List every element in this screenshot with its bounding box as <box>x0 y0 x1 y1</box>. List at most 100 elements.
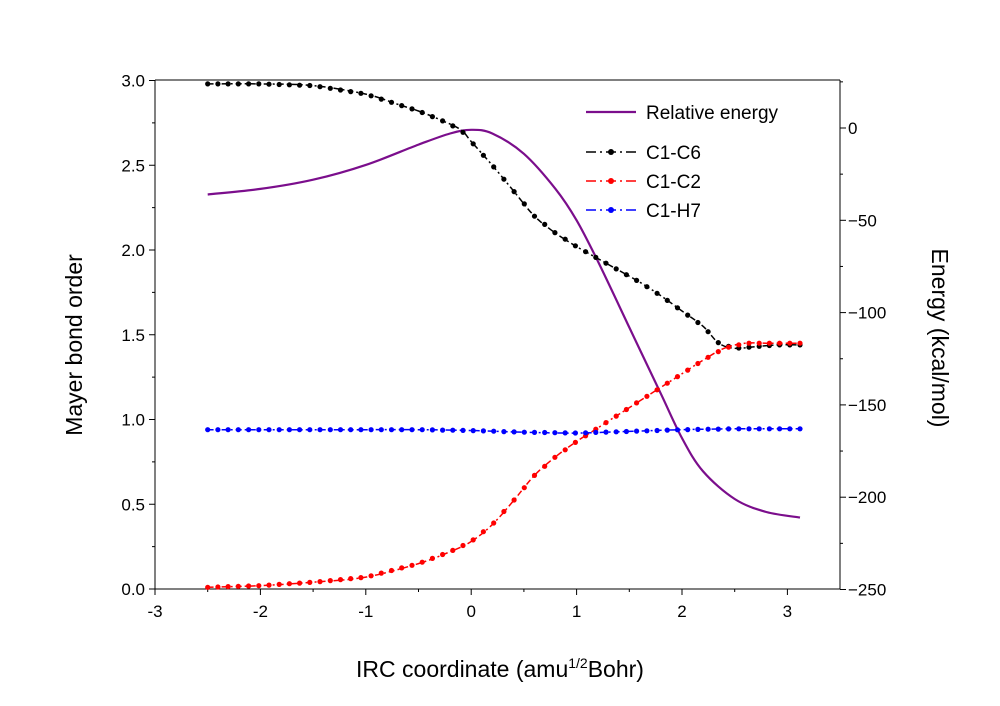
series-point-c1-c2 <box>399 565 405 571</box>
series-point-c1-c6 <box>266 81 272 87</box>
series-point-c1-h7 <box>562 430 568 436</box>
series-point-c1-c6 <box>695 319 701 326</box>
series-point-c1-h7 <box>634 428 640 434</box>
series-point-c1-c2 <box>603 420 609 426</box>
series-point-c1-h7 <box>307 427 313 433</box>
series-point-c1-h7 <box>450 427 456 433</box>
y-tick-label: 0.0 <box>121 580 145 599</box>
series-point-c1-h7 <box>470 428 476 434</box>
legend-label: C1-C6 <box>646 143 701 164</box>
series-point-c1-c2 <box>644 393 650 399</box>
y-tick-label: 2.5 <box>121 156 145 175</box>
x-tick-label: 0 <box>466 602 475 621</box>
y-tick-label: 3.0 <box>121 72 145 91</box>
series-point-c1-c6 <box>715 340 721 346</box>
series-point-c1-c2 <box>562 447 568 453</box>
series-point-c1-c2 <box>623 406 630 413</box>
series-point-c1-h7 <box>521 429 527 435</box>
series-point-c1-h7 <box>205 427 211 433</box>
series-point-c1-c6 <box>276 81 282 88</box>
y-tick-label: 2.0 <box>121 241 145 260</box>
series-point-c1-c2 <box>674 374 681 380</box>
series-point-c1-c6 <box>572 243 579 249</box>
series-point-c1-h7 <box>368 427 374 433</box>
series-point-c1-c6 <box>480 152 486 158</box>
series-point-c1-h7 <box>603 429 609 435</box>
series-point-c1-c2 <box>552 454 558 460</box>
series-c1-h7 <box>205 426 803 436</box>
y2-tick-label: −50 <box>848 211 877 230</box>
series-point-c1-h7 <box>542 429 548 436</box>
series-point-c1-h7 <box>460 427 466 433</box>
series-point-c1-h7 <box>246 427 252 433</box>
series-point-c1-c6 <box>409 106 415 112</box>
series-point-c1-c2 <box>205 584 211 590</box>
legend-item-c1-c2: C1-C2 <box>586 172 701 193</box>
legend-label: C1-H7 <box>646 201 701 222</box>
x-tick-label: 2 <box>677 602 686 621</box>
series-point-c1-c2 <box>450 547 456 554</box>
series-point-c1-h7 <box>797 426 803 432</box>
series-point-c1-h7 <box>654 427 660 434</box>
series-point-c1-c6 <box>327 85 333 91</box>
series-point-c1-c2 <box>766 340 773 346</box>
series-point-c1-h7 <box>215 427 221 433</box>
series-point-c1-c2 <box>746 340 752 346</box>
series-point-c1-h7 <box>705 426 711 432</box>
series-point-c1-h7 <box>358 427 364 433</box>
series-point-c1-c6 <box>358 90 364 96</box>
series-c1-c6 <box>205 81 803 351</box>
series-point-c1-h7 <box>501 429 507 435</box>
series-point-c1-h7 <box>593 429 599 435</box>
series-point-c1-c2 <box>511 497 517 503</box>
series-point-c1-c6 <box>286 82 292 88</box>
series-point-c1-c6 <box>256 81 262 87</box>
series-point-c1-h7 <box>685 427 691 433</box>
series-point-c1-c6 <box>378 96 384 102</box>
series-point-c1-c6 <box>593 254 599 260</box>
series-point-c1-c6 <box>399 103 405 109</box>
y2-tick-label: −250 <box>848 581 886 600</box>
series-point-c1-c2 <box>429 555 435 562</box>
series-point-c1-h7 <box>531 429 538 435</box>
series-point-c1-h7 <box>572 430 579 436</box>
series-point-c1-c6 <box>511 189 517 195</box>
series-point-c1-h7 <box>266 427 272 433</box>
x-tick-label: -1 <box>358 602 373 621</box>
series-point-c1-c2 <box>256 583 262 589</box>
series-point-c1-c2 <box>491 520 497 526</box>
series-point-c1-c6 <box>419 109 425 116</box>
x-tick-label: 1 <box>572 602 581 621</box>
series-point-c1-c2 <box>460 542 466 549</box>
series-point-c1-c6 <box>450 123 456 129</box>
series-point-c1-h7 <box>409 427 415 433</box>
series-point-c1-c2 <box>726 344 732 350</box>
series-point-c1-c6 <box>583 249 589 255</box>
series-point-c1-c6 <box>491 164 497 170</box>
series-point-c1-c2 <box>235 583 241 589</box>
series-point-c1-h7 <box>440 427 446 433</box>
series-c1-c2 <box>205 340 803 590</box>
series-point-c1-c2 <box>358 575 364 581</box>
series-point-c1-h7 <box>726 426 732 432</box>
series-point-c1-c6 <box>746 344 752 350</box>
series-point-c1-c6 <box>501 176 507 182</box>
y2-tick-label: 0 <box>848 119 857 138</box>
series-point-c1-c6 <box>603 260 609 266</box>
series-point-c1-c6 <box>460 129 466 135</box>
series-point-c1-h7 <box>623 428 630 435</box>
series-point-c1-c6 <box>235 81 241 87</box>
y-tick-label: 0.5 <box>121 495 145 514</box>
series-point-c1-c6 <box>613 266 619 272</box>
series-point-c1-h7 <box>317 427 323 433</box>
series-point-c1-h7 <box>429 427 435 433</box>
series-point-c1-h7 <box>235 427 241 433</box>
series-point-c1-h7 <box>746 426 752 432</box>
series-point-c1-c6 <box>225 81 231 87</box>
series-point-c1-c6 <box>552 230 558 236</box>
series-point-c1-c2 <box>297 580 303 586</box>
series-point-c1-c6 <box>634 277 640 283</box>
series-point-c1-c6 <box>542 221 548 227</box>
series-point-c1-h7 <box>552 430 558 436</box>
